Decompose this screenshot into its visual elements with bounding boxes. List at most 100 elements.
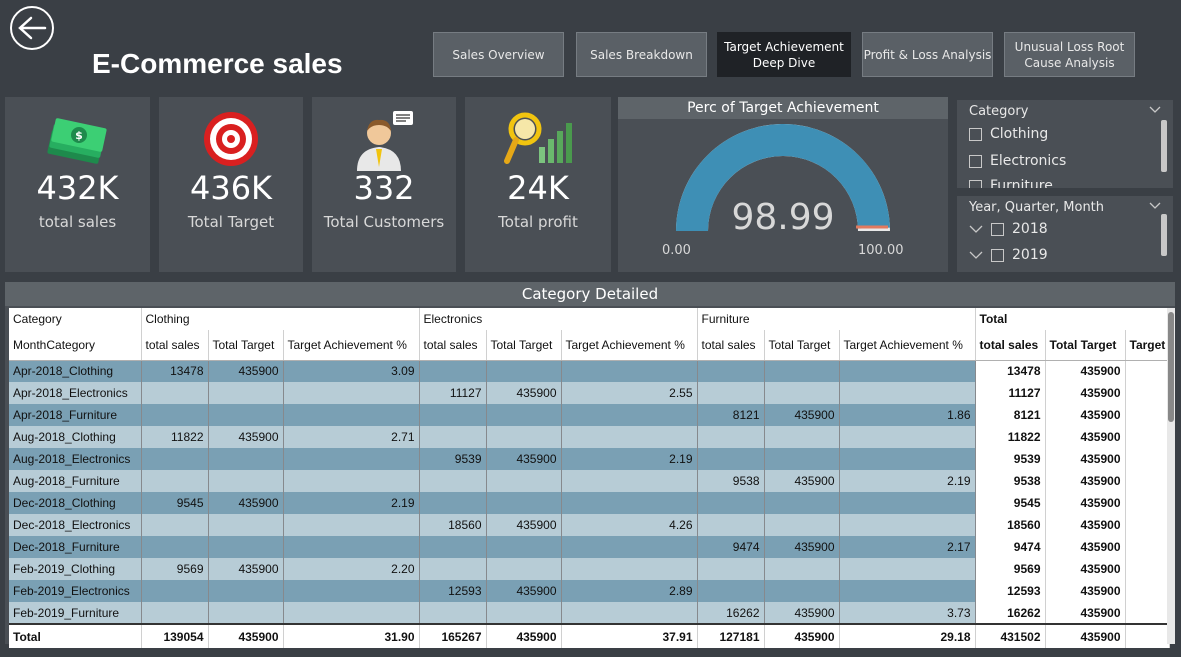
kpi-label: total sales	[38, 213, 117, 231]
chevron-down-icon[interactable]	[1149, 106, 1161, 114]
table-row[interactable]: Dec-2018_Furniture 9474 435900 2.17 9474 4359…	[9, 536, 1171, 558]
nav-unusual-loss[interactable]: Unusual Loss Root Cause Analysis	[1004, 32, 1135, 77]
cell	[486, 360, 562, 382]
cell	[283, 602, 420, 624]
checkbox[interactable]	[969, 154, 982, 168]
back-button[interactable]	[10, 6, 54, 50]
cell: 435900	[208, 623, 284, 648]
cell	[839, 514, 976, 536]
column-header[interactable]: Target Achievement %	[561, 330, 698, 361]
cell: 139054	[141, 623, 209, 648]
column-header[interactable]: total sales	[419, 330, 487, 361]
cell: 435900	[486, 448, 562, 470]
table-row[interactable]: Dec-2018_Electronics 18560 435900 4.26 18560…	[9, 514, 1171, 536]
slicer-item-2019[interactable]: 2019	[969, 247, 1048, 263]
cell: 435900	[764, 536, 840, 558]
cell: Dec-2018_Electronics	[9, 514, 142, 536]
nav-profit-loss[interactable]: Profit & Loss Analysis	[862, 32, 993, 77]
column-header[interactable]: total sales	[141, 330, 209, 361]
cell	[697, 382, 765, 404]
date-slicer[interactable]: Year, Quarter, Month 2018 2019	[957, 196, 1173, 272]
cell	[1125, 514, 1171, 536]
group-header-furniture[interactable]: Furniture	[697, 308, 976, 330]
cell: 9545	[141, 492, 209, 514]
column-header[interactable]: Total Target	[764, 330, 840, 361]
cell: 435900	[1045, 623, 1126, 648]
table-row[interactable]: Aug-2018_Clothing 11822 435900 2.71 11822 435…	[9, 426, 1171, 448]
cell: 9569	[975, 558, 1046, 580]
table-row[interactable]: Aug-2018_Furniture 9538 435900 2.19 9538 4359…	[9, 470, 1171, 492]
slicer-scrollbar[interactable]	[1161, 214, 1167, 256]
column-header[interactable]: Total Target	[486, 330, 562, 361]
table-row[interactable]: Feb-2019_Furniture 16262 435900 3.73 16262 43…	[9, 602, 1171, 624]
expand-chevron-icon[interactable]	[969, 225, 983, 233]
checkbox[interactable]	[969, 179, 982, 188]
slicer-item-electronics[interactable]: Electronics	[969, 153, 1066, 169]
nav-sales-overview[interactable]: Sales Overview	[433, 32, 564, 77]
slicer-item-clothing[interactable]: Clothing	[969, 126, 1048, 142]
cell: 2.17	[839, 536, 976, 558]
table-row[interactable]: Apr-2018_Clothing 13478 435900 3.09 13478 435…	[9, 360, 1171, 382]
cell	[283, 514, 420, 536]
cell: 2.89	[561, 580, 698, 602]
cell: 9569	[141, 558, 209, 580]
gauge-chart	[676, 124, 890, 231]
scrollbar-thumb[interactable]	[1168, 312, 1174, 422]
cell	[486, 602, 562, 624]
table-row[interactable]: Dec-2018_Clothing 9545 435900 2.19 9545 43590…	[9, 492, 1171, 514]
column-header[interactable]: Target Achievement %	[839, 330, 976, 361]
column-header[interactable]: Target	[1125, 330, 1171, 361]
cell: 435900	[486, 580, 562, 602]
cell: 11822	[975, 426, 1046, 448]
arrow-left-icon	[18, 16, 47, 40]
column-header[interactable]: MonthCategory	[9, 330, 142, 361]
column-header[interactable]: Target Achievement %	[283, 330, 420, 361]
table-row[interactable]: Feb-2019_Clothing 9569 435900 2.20 9569 43590…	[9, 558, 1171, 580]
cell	[1125, 404, 1171, 426]
chevron-down-icon[interactable]	[1149, 202, 1161, 210]
table-row[interactable]: Feb-2019_Electronics 12593 435900 2.89 12593…	[9, 580, 1171, 602]
slicer-scrollbar[interactable]	[1161, 120, 1167, 172]
cell: Apr-2018_Clothing	[9, 360, 142, 382]
table-scrollbar[interactable]	[1167, 308, 1175, 644]
kpi-card-total-target: 436K Total Target	[159, 97, 303, 272]
checkbox[interactable]	[969, 127, 982, 141]
checkbox[interactable]	[991, 222, 1004, 236]
cell	[486, 470, 562, 492]
cell: 13478	[975, 360, 1046, 382]
cell	[141, 470, 209, 492]
table-row[interactable]: Aug-2018_Electronics 9539 435900 2.19 9539 43…	[9, 448, 1171, 470]
column-header[interactable]: Category	[9, 308, 142, 330]
group-header-clothing[interactable]: Clothing	[141, 308, 420, 330]
column-header[interactable]: Total Target	[1045, 330, 1126, 361]
group-header-total[interactable]: Total	[975, 308, 1171, 330]
cell	[697, 426, 765, 448]
group-header-electronics[interactable]: Electronics	[419, 308, 698, 330]
slicer-item-2018[interactable]: 2018	[969, 221, 1048, 237]
cell	[208, 602, 284, 624]
target-icon	[204, 112, 258, 166]
cell	[697, 360, 765, 382]
checkbox[interactable]	[991, 248, 1004, 262]
column-header[interactable]: Total Target	[208, 330, 284, 361]
cell: 435900	[208, 492, 284, 514]
table-row[interactable]: Apr-2018_Furniture 8121 435900 1.86 8121 4359…	[9, 404, 1171, 426]
gauge-card: Perc of Target Achievement 98.99 0.00 10…	[618, 97, 948, 272]
kpi-card-total-customers: 332 Total Customers	[312, 97, 456, 272]
category-detailed-matrix: Category Detailed Category Clothing Elec…	[5, 282, 1175, 648]
cell: 435900	[1045, 558, 1126, 580]
gauge-max-label: 100.00	[858, 243, 904, 258]
table-row[interactable]: Apr-2018_Electronics 11127 435900 2.55 11127…	[9, 382, 1171, 404]
column-header[interactable]: total sales	[697, 330, 765, 361]
category-slicer[interactable]: Category Clothing Electronics Furniture	[957, 100, 1173, 188]
expand-chevron-icon[interactable]	[969, 251, 983, 259]
profit-chart-icon	[504, 112, 572, 164]
cell	[419, 360, 487, 382]
slicer-item-furniture[interactable]: Furniture	[969, 178, 1053, 188]
cell	[283, 470, 420, 492]
nav-target-achievement[interactable]: Target Achievement Deep Dive	[717, 32, 851, 77]
cell: 9538	[975, 470, 1046, 492]
column-header[interactable]: total sales	[975, 330, 1046, 361]
nav-sales-breakdown[interactable]: Sales Breakdown	[576, 32, 707, 77]
kpi-label: Total Customers	[323, 213, 445, 231]
